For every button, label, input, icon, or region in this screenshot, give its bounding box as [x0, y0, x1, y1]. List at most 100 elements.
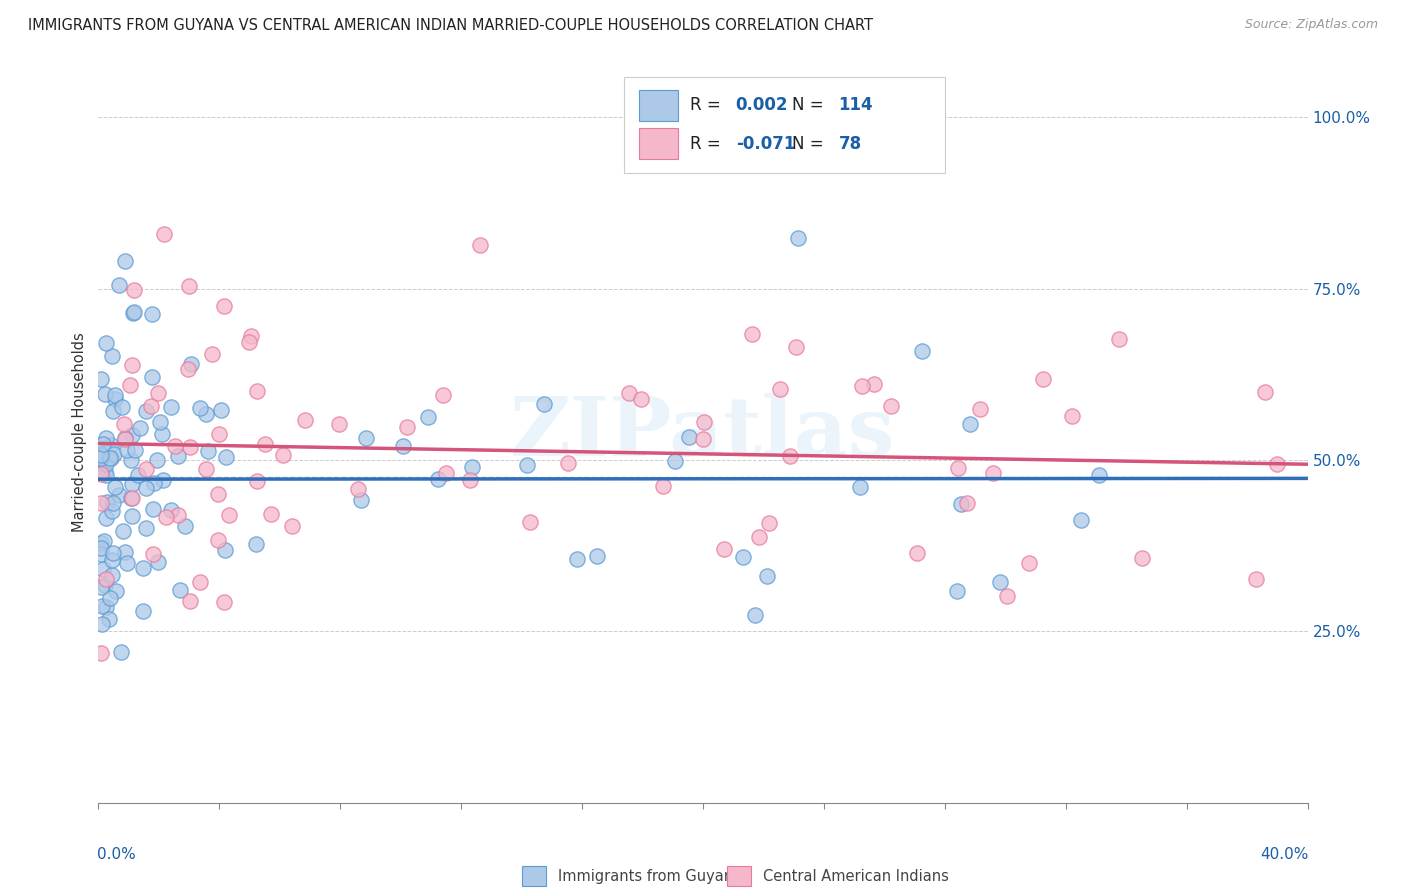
Point — [617, 385, 640, 400]
Point — [758, 516, 780, 531]
Point — [1244, 572, 1267, 586]
Text: IMMIGRANTS FROM GUYANA VS CENTRAL AMERICAN INDIAN MARRIED-COUPLE HOUSEHOLDS CORR: IMMIGRANTS FROM GUYANA VS CENTRAL AMERIC… — [28, 18, 873, 33]
Point — [93, 387, 115, 401]
Point — [956, 496, 979, 510]
Point — [152, 473, 174, 487]
Point — [90, 465, 112, 479]
Point — [100, 450, 122, 465]
Point — [950, 497, 973, 511]
Point — [678, 430, 700, 444]
Point — [585, 549, 607, 563]
Point — [90, 536, 112, 550]
Text: 40.0%: 40.0% — [1260, 847, 1309, 863]
Point — [93, 458, 115, 472]
Point — [426, 472, 449, 486]
Point — [121, 491, 143, 505]
Point — [350, 493, 373, 508]
Point — [141, 502, 163, 516]
Point — [90, 447, 112, 461]
Point — [141, 547, 163, 561]
Point — [959, 417, 981, 432]
Point — [212, 595, 235, 609]
Point — [112, 524, 135, 538]
Point — [1130, 551, 1153, 566]
Point — [155, 510, 177, 524]
Point — [160, 503, 183, 517]
Point — [100, 504, 122, 518]
Point — [779, 450, 801, 464]
Point — [165, 439, 187, 453]
Point — [194, 462, 217, 476]
Point — [238, 335, 260, 350]
Point — [458, 474, 481, 488]
Point — [90, 617, 112, 632]
Text: Source: ZipAtlas.com: Source: ZipAtlas.com — [1244, 18, 1378, 31]
Point — [190, 575, 212, 590]
Point — [110, 400, 132, 414]
Point — [652, 479, 675, 493]
Point — [139, 399, 162, 413]
Point — [132, 560, 155, 574]
Point — [121, 428, 143, 442]
Point — [135, 481, 157, 495]
Point — [129, 421, 152, 435]
Point — [132, 604, 155, 618]
Point — [135, 521, 157, 535]
Point — [432, 387, 454, 401]
Point — [516, 458, 538, 472]
Point — [121, 453, 143, 467]
Point — [208, 427, 231, 442]
Point — [93, 534, 115, 549]
Point — [748, 530, 770, 544]
Point — [121, 508, 143, 523]
Point — [146, 453, 169, 467]
Point — [115, 556, 138, 570]
Point — [1108, 332, 1130, 346]
Point — [995, 589, 1018, 603]
Point — [90, 496, 112, 510]
Point — [787, 231, 810, 245]
Point — [174, 518, 197, 533]
Point — [392, 439, 415, 453]
Point — [96, 494, 118, 508]
Point — [197, 444, 219, 458]
Point — [96, 457, 118, 471]
Point — [118, 377, 141, 392]
Point — [212, 300, 235, 314]
Point — [246, 384, 269, 398]
Point — [94, 511, 117, 525]
Point — [96, 432, 118, 446]
Text: Immigrants from Guyana: Immigrants from Guyana — [558, 869, 742, 884]
Point — [905, 546, 928, 560]
Text: 0.0%: 0.0% — [97, 847, 136, 863]
Text: Central American Indians: Central American Indians — [763, 869, 949, 884]
Point — [692, 433, 714, 447]
Point — [114, 545, 136, 559]
Point — [271, 448, 294, 462]
Point — [103, 447, 125, 461]
Point — [101, 495, 124, 509]
Text: 114: 114 — [838, 96, 873, 114]
Point — [519, 515, 541, 529]
Text: -0.071: -0.071 — [735, 135, 794, 153]
Point — [94, 578, 117, 592]
Point — [354, 431, 377, 445]
Point — [214, 543, 236, 558]
Point — [177, 362, 200, 376]
Point — [90, 450, 112, 465]
Point — [114, 432, 136, 446]
Point — [880, 399, 903, 413]
Point — [115, 442, 138, 457]
Point — [152, 227, 174, 241]
Point — [96, 468, 118, 483]
Point — [143, 476, 166, 491]
Point — [207, 487, 229, 501]
Point — [207, 533, 229, 547]
Point — [254, 437, 277, 451]
Text: R =: R = — [690, 96, 725, 114]
Point — [141, 370, 163, 384]
Point — [946, 584, 969, 599]
FancyBboxPatch shape — [624, 78, 945, 173]
FancyBboxPatch shape — [638, 90, 678, 121]
Point — [101, 568, 124, 582]
